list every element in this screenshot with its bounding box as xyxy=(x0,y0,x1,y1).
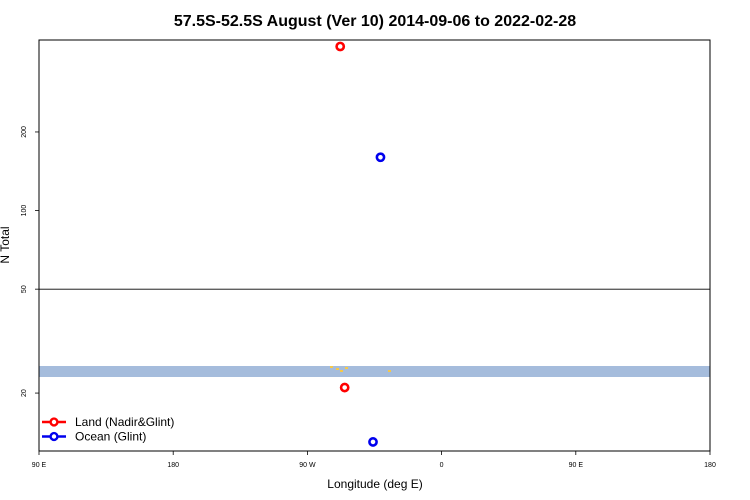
land-band xyxy=(39,366,710,377)
land-speck xyxy=(345,367,348,369)
x-tick-label: 90 E xyxy=(32,462,47,469)
y-tick-label: 50 xyxy=(21,285,28,293)
land-speck xyxy=(388,370,391,372)
x-axis-label: Longitude (deg E) xyxy=(327,477,422,491)
land-speck xyxy=(330,366,333,368)
data-point xyxy=(339,382,350,393)
land-speck xyxy=(336,368,339,370)
x-axis-ticks: 90 E 180 90 W 0 90 E 180 xyxy=(32,451,716,469)
legend: Land (Nadir&Glint)Ocean (Glint) xyxy=(42,415,174,444)
y-axis-ticks: 20 50 100 200 xyxy=(21,126,39,397)
plot-frame xyxy=(38,39,711,452)
data-points xyxy=(335,41,386,447)
data-point xyxy=(335,41,346,52)
y-tick-label: 200 xyxy=(21,126,28,138)
legend-marker xyxy=(49,431,59,442)
y-axis-label: N Total xyxy=(0,226,12,263)
legend-marker xyxy=(49,417,59,427)
y-tick-label: 100 xyxy=(21,205,28,217)
land-specks xyxy=(330,366,391,372)
legend-label: Ocean (Glint) xyxy=(75,430,146,444)
y-tick-label: 20 xyxy=(21,389,28,397)
data-point xyxy=(368,437,378,447)
chart-title: 57.5S-52.5S August (Ver 10) 2014-09-06 t… xyxy=(174,13,576,30)
x-tick-label: 0 xyxy=(440,462,444,469)
plot-area xyxy=(39,40,710,451)
legend-label: Land (Nadir&Glint) xyxy=(75,415,174,429)
data-point xyxy=(375,152,386,163)
land-speck xyxy=(340,370,343,372)
x-tick-label: 90 W xyxy=(299,462,316,469)
x-tick-label: 180 xyxy=(167,462,179,469)
x-tick-label: 180 xyxy=(704,462,716,469)
x-tick-label: 90 E xyxy=(569,462,584,469)
